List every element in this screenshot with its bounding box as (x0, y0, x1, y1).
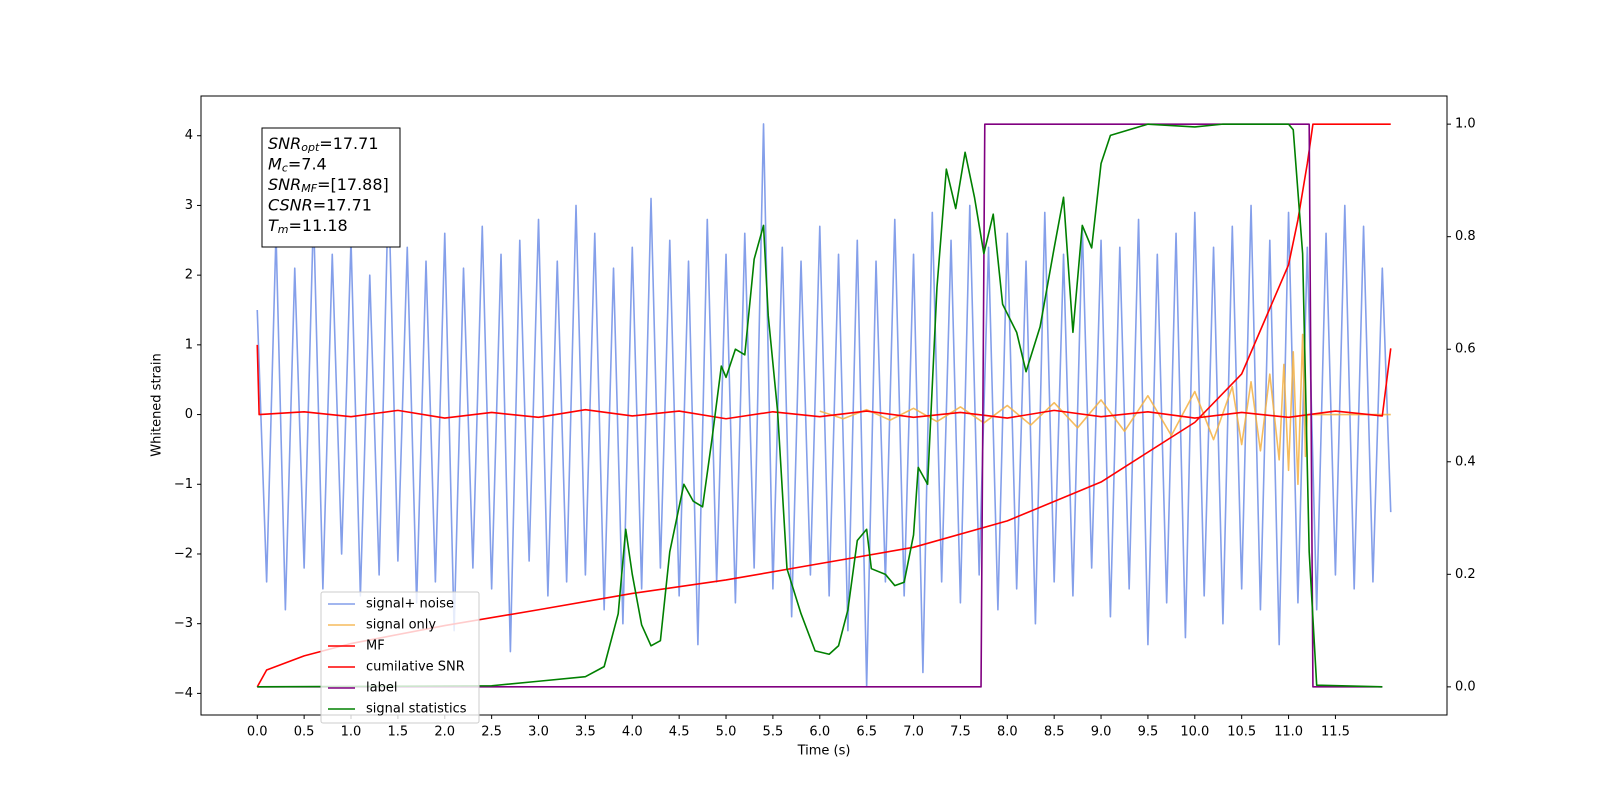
y-tick-label: −2 (174, 546, 193, 561)
y-tick-label: 0 (185, 407, 193, 422)
annotation-symbol: SNR (268, 134, 301, 153)
y2-tick-label: 0.0 (1455, 679, 1476, 694)
y-tick-label: −3 (174, 616, 193, 631)
annotation-subscript: opt (301, 141, 320, 154)
y-tick-label: −4 (174, 686, 193, 701)
x-tick-label: 7.0 (903, 725, 924, 740)
x-tick-label: 5.0 (716, 725, 737, 740)
x-tick-label: 10.0 (1180, 725, 1209, 740)
y-tick-label: 1 (185, 337, 193, 352)
annotation-symbol: SNR (268, 175, 301, 194)
annotation-box (261, 127, 401, 248)
annotation: CSNR=17.71 (268, 195, 372, 214)
legend-label: label (366, 681, 397, 696)
x-tick-label: 11.5 (1321, 725, 1350, 740)
series-line (257, 123, 1383, 688)
y-tick-label: 3 (185, 198, 193, 213)
annotation: Mc=7.4 (268, 154, 327, 175)
x-tick-label: 2.5 (481, 725, 502, 740)
legend-label: cumilative SNR (366, 660, 465, 675)
annotation: SNRMF=[17.88] (268, 175, 389, 196)
legend-label: signal only (366, 618, 436, 633)
x-tick-label: 8.0 (997, 725, 1018, 740)
x-tick-label: 7.5 (950, 725, 971, 740)
y-axis-label: Whitened strain (150, 353, 165, 456)
legend-label: MF (366, 639, 385, 654)
x-tick-label: 3.5 (575, 725, 596, 740)
x-tick-label: 9.5 (1138, 725, 1159, 740)
x-tick-label: 10.5 (1227, 725, 1256, 740)
y-tick-label: 2 (185, 268, 193, 283)
y-tick-label: −1 (174, 477, 193, 492)
x-tick-label: 11.0 (1274, 725, 1303, 740)
annotation-subscript: MF (301, 182, 317, 195)
annotation-value: =[17.88] (317, 175, 389, 194)
annotation-symbol: CSNR (268, 195, 313, 214)
x-tick-label: 5.5 (763, 725, 784, 740)
y2-tick-label: 0.4 (1455, 454, 1476, 469)
x-tick-label: 1.5 (388, 725, 409, 740)
annotation-value: =17.71 (319, 134, 378, 153)
x-tick-label: 6.0 (809, 725, 830, 740)
series-line (256, 123, 1392, 688)
legend-label: signal+ noise (366, 597, 454, 612)
x-tick-label: 4.5 (669, 725, 690, 740)
annotation: Tm=11.18 (268, 216, 348, 237)
y2-tick-label: 0.8 (1455, 229, 1476, 244)
y-tick-label: 4 (185, 128, 193, 143)
y2-tick-label: 1.0 (1455, 117, 1476, 132)
y2-tick-label: 0.2 (1455, 567, 1476, 582)
annotation-symbol: T (268, 216, 279, 235)
legend-label: signal statistics (366, 702, 467, 717)
legend-box (320, 591, 480, 724)
x-tick-label: 2.0 (434, 725, 455, 740)
x-tick-label: 1.0 (341, 725, 362, 740)
y2-tick-label: 0.6 (1455, 342, 1476, 357)
series-line (819, 333, 1391, 486)
annotation-value: =7.4 (288, 154, 327, 173)
x-tick-label: 4.0 (622, 725, 643, 740)
x-tick-label: 3.0 (528, 725, 549, 740)
x-axis-label: Time (s) (797, 744, 851, 759)
annotation-subscript: c (282, 162, 288, 175)
x-tick-label: 9.0 (1091, 725, 1112, 740)
x-tick-label: 0.5 (294, 725, 315, 740)
annotation-value: =11.18 (289, 216, 348, 235)
annotation: SNRopt=17.71 (268, 134, 379, 155)
annotation-value: =17.71 (313, 195, 372, 214)
series-line (256, 344, 1392, 420)
x-tick-label: 8.5 (1044, 725, 1065, 740)
x-tick-label: 0.0 (247, 725, 268, 740)
annotation-symbol: M (268, 154, 282, 173)
axes-frame (200, 95, 1448, 716)
x-tick-label: 6.5 (856, 725, 877, 740)
annotation-subscript: m (278, 223, 289, 236)
